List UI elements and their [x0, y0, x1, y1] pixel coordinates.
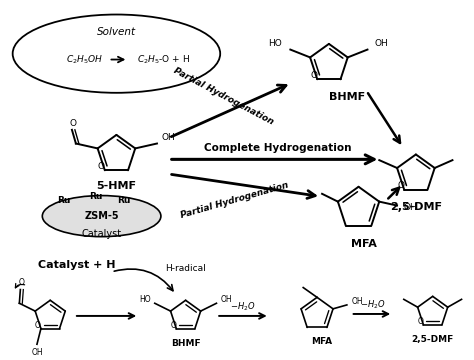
Text: Ru: Ru	[57, 196, 71, 205]
Text: ZSM-5: ZSM-5	[84, 211, 119, 221]
Text: Catalyst: Catalyst	[82, 229, 122, 239]
Text: O: O	[418, 317, 423, 326]
Text: O: O	[69, 120, 76, 129]
Text: OH: OH	[162, 133, 176, 142]
Ellipse shape	[42, 195, 161, 237]
Text: OH: OH	[404, 203, 418, 212]
Text: $C_2H_5$-O + H: $C_2H_5$-O + H	[137, 53, 191, 66]
Text: OH: OH	[352, 297, 364, 306]
Text: Ru: Ru	[89, 192, 102, 201]
Text: 2,5-DMF: 2,5-DMF	[411, 335, 454, 344]
Text: MFA: MFA	[311, 337, 333, 346]
Text: Ru: Ru	[117, 196, 130, 205]
Text: $C_2H_5OH$: $C_2H_5OH$	[66, 53, 103, 66]
Text: O: O	[98, 162, 105, 171]
Text: $-H_2O$: $-H_2O$	[230, 301, 255, 313]
Text: Complete Hydrogenation: Complete Hydrogenation	[204, 143, 351, 153]
Text: Partial Hydrogenation: Partial Hydrogenation	[172, 67, 274, 127]
Text: BHMF: BHMF	[171, 339, 201, 348]
Text: O: O	[171, 321, 176, 330]
Text: Catalyst + H: Catalyst + H	[38, 260, 116, 270]
Text: O: O	[18, 278, 24, 287]
Text: O: O	[35, 321, 41, 330]
Text: Partial Hydrogenation: Partial Hydrogenation	[180, 181, 290, 220]
Text: H-radical: H-radical	[165, 265, 206, 274]
Text: O: O	[310, 71, 317, 80]
Text: 5-HMF: 5-HMF	[96, 181, 137, 191]
Text: BHMF: BHMF	[328, 92, 365, 102]
Text: O: O	[397, 181, 404, 190]
Text: $-H_2O$: $-H_2O$	[360, 299, 385, 311]
Text: 2,5-DMF: 2,5-DMF	[390, 202, 442, 212]
Text: Solvent: Solvent	[97, 27, 136, 37]
Text: MFA: MFA	[351, 239, 376, 248]
Text: OH: OH	[374, 39, 388, 48]
Text: HO: HO	[139, 295, 151, 304]
Text: HO: HO	[268, 39, 282, 48]
Text: OH: OH	[220, 295, 232, 304]
Text: OH: OH	[31, 348, 43, 357]
